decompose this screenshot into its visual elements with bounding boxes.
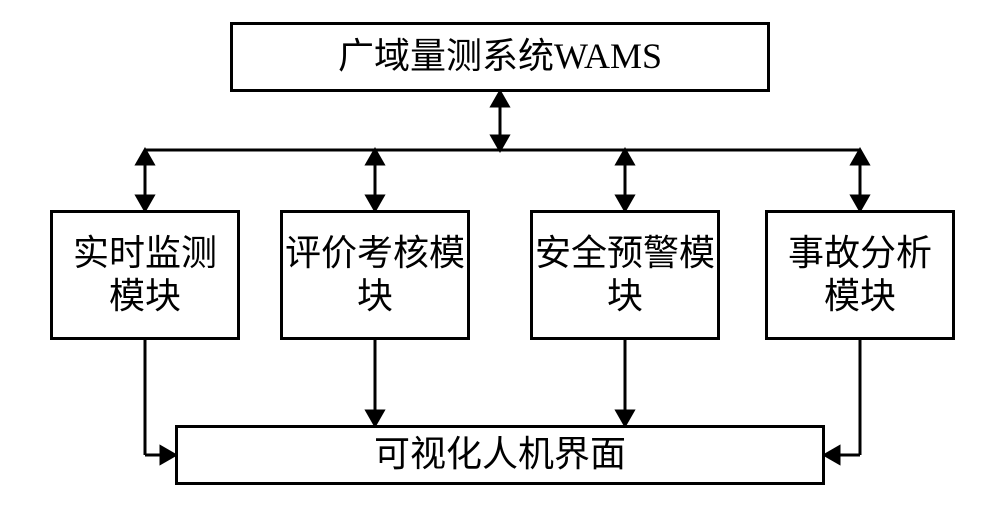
node-safety-warning-label: 安全预警模 块 [535,232,715,318]
node-incident-analysis-module: 事故分析 模块 [765,210,955,340]
node-visual-hmi-label: 可视化人机界面 [374,433,626,476]
node-evaluation-label: 评价考核模 块 [285,232,465,318]
node-realtime-monitor-module: 实时监测 模块 [50,210,240,340]
node-visual-hmi: 可视化人机界面 [175,425,825,485]
node-wams-label: 广域量测系统WAMS [338,35,662,78]
node-safety-warning-module: 安全预警模 块 [530,210,720,340]
node-incident-analysis-label: 事故分析 模块 [788,232,932,318]
node-wams-system: 广域量测系统WAMS [230,22,770,92]
node-evaluation-module: 评价考核模 块 [280,210,470,340]
node-realtime-monitor-label: 实时监测 模块 [73,232,217,318]
